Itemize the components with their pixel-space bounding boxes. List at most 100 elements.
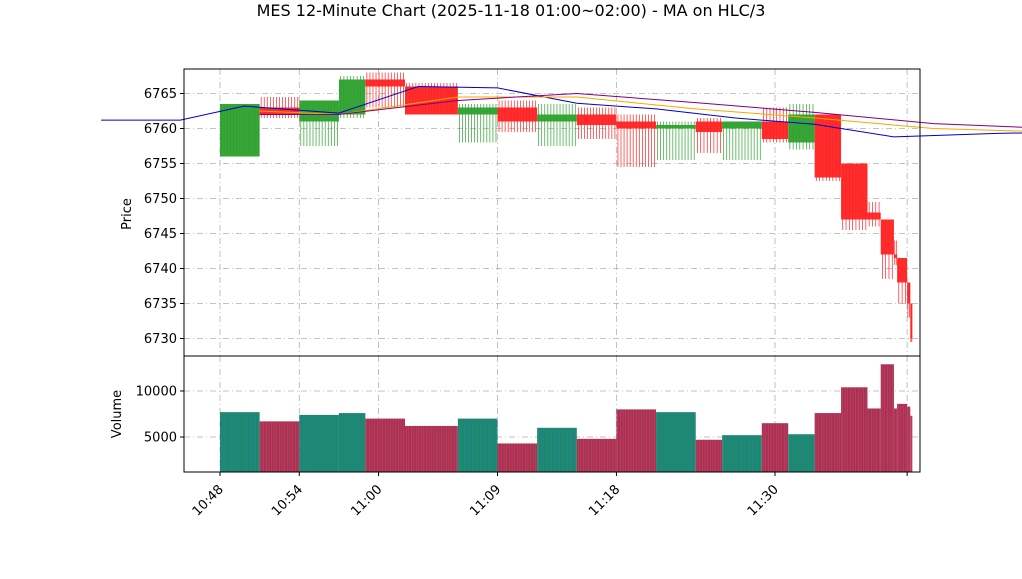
moving-averages xyxy=(101,85,1022,138)
candle xyxy=(656,121,696,160)
candle-body xyxy=(788,114,815,143)
x-tick-label: 10:54 xyxy=(269,482,306,519)
volume-bar-fill xyxy=(897,403,908,472)
volume-tick-label: 10000 xyxy=(136,384,177,399)
price-tick-label: 6765 xyxy=(144,87,177,102)
candle-body xyxy=(910,303,913,339)
candles xyxy=(220,72,913,342)
candle xyxy=(910,303,913,342)
candle-body xyxy=(576,114,617,125)
candle xyxy=(761,107,789,143)
candle-body xyxy=(695,121,723,132)
x-tick-label: 10:48 xyxy=(190,482,227,519)
candle-body xyxy=(867,212,881,220)
volume-bar-fill xyxy=(338,413,366,472)
candle xyxy=(299,100,339,146)
candle-body xyxy=(893,254,898,258)
candle xyxy=(695,118,723,153)
candle xyxy=(457,104,498,143)
volume-bar-fill xyxy=(893,408,898,472)
volume-bars xyxy=(220,364,913,472)
x-tick-label: 11:18 xyxy=(586,482,623,519)
candle xyxy=(616,114,657,167)
volume-bar xyxy=(841,387,868,472)
candle-body xyxy=(761,121,789,139)
price-tick-label: 6730 xyxy=(144,332,177,347)
candle xyxy=(841,163,868,230)
candle-body xyxy=(722,121,762,129)
volume-bar xyxy=(537,427,577,472)
chart-title: MES 12-Minute Chart (2025-11-18 01:00~02… xyxy=(257,1,766,20)
volume-bar xyxy=(365,418,405,472)
candle xyxy=(867,202,881,227)
volume-axes-frame xyxy=(183,355,921,473)
volume-bar-fill xyxy=(907,406,911,472)
x-tick-label: 11:30 xyxy=(745,482,782,519)
volume-bar xyxy=(910,415,913,472)
candle-body xyxy=(656,125,696,129)
volume-bar xyxy=(497,443,538,472)
volume-bar xyxy=(814,413,842,472)
volume-bar xyxy=(576,438,617,472)
volume-bar xyxy=(616,409,657,472)
volume-bar xyxy=(893,408,898,472)
candle-body xyxy=(537,114,577,122)
candle-body xyxy=(457,107,498,115)
volume-bar xyxy=(259,421,300,472)
ma-line xyxy=(259,96,1022,132)
x-tick-label: 11:00 xyxy=(348,482,385,519)
volume-bar xyxy=(220,412,260,472)
price-tick-label: 6740 xyxy=(144,262,177,277)
volume-bar xyxy=(695,439,723,472)
volume-bar-fill xyxy=(695,439,723,472)
volume-bar xyxy=(867,408,881,472)
candle-body xyxy=(299,100,339,122)
candle-body xyxy=(841,163,868,220)
candle xyxy=(907,282,911,318)
candle xyxy=(722,121,762,160)
candle-body xyxy=(220,104,260,157)
price-axis-label: Price xyxy=(120,198,135,230)
volume-bar-fill xyxy=(841,387,868,472)
candle xyxy=(537,104,577,146)
candle xyxy=(497,100,538,132)
volume-bar xyxy=(880,364,894,472)
volume-bar xyxy=(405,425,458,472)
volume-bar-fill xyxy=(910,415,913,472)
candle xyxy=(365,72,405,108)
candle-body xyxy=(907,282,911,304)
candle-body xyxy=(897,258,908,283)
candle-body xyxy=(338,79,366,115)
ma-line xyxy=(101,85,1022,138)
candle-body xyxy=(259,107,300,115)
volume-bar-fill xyxy=(788,434,815,472)
volume-bar-fill xyxy=(814,413,842,472)
volume-bar xyxy=(457,418,498,472)
price-tick-label: 6750 xyxy=(144,192,177,207)
volume-bar xyxy=(722,435,762,472)
volume-bar xyxy=(907,406,911,472)
candle-body xyxy=(814,114,842,178)
candle xyxy=(893,240,898,265)
candle xyxy=(220,104,260,157)
candle-body xyxy=(365,79,405,87)
volume-bar-fill xyxy=(761,423,789,472)
candle xyxy=(880,219,894,279)
price-tick-label: 6760 xyxy=(144,122,177,137)
candle xyxy=(576,107,617,139)
volume-bar xyxy=(299,414,339,472)
ma-line xyxy=(259,92,1022,128)
volume-bar xyxy=(761,423,789,472)
candle xyxy=(897,258,908,304)
x-tick-label: 11:09 xyxy=(467,482,504,519)
volume-bar xyxy=(897,403,908,472)
candle xyxy=(405,83,458,115)
price-tick-label: 6745 xyxy=(144,227,177,242)
price-tick-label: 6755 xyxy=(144,157,177,172)
volume-bar xyxy=(656,412,696,472)
candle-body xyxy=(616,121,657,129)
volume-tick-label: 5000 xyxy=(144,431,177,446)
candle xyxy=(788,104,815,150)
